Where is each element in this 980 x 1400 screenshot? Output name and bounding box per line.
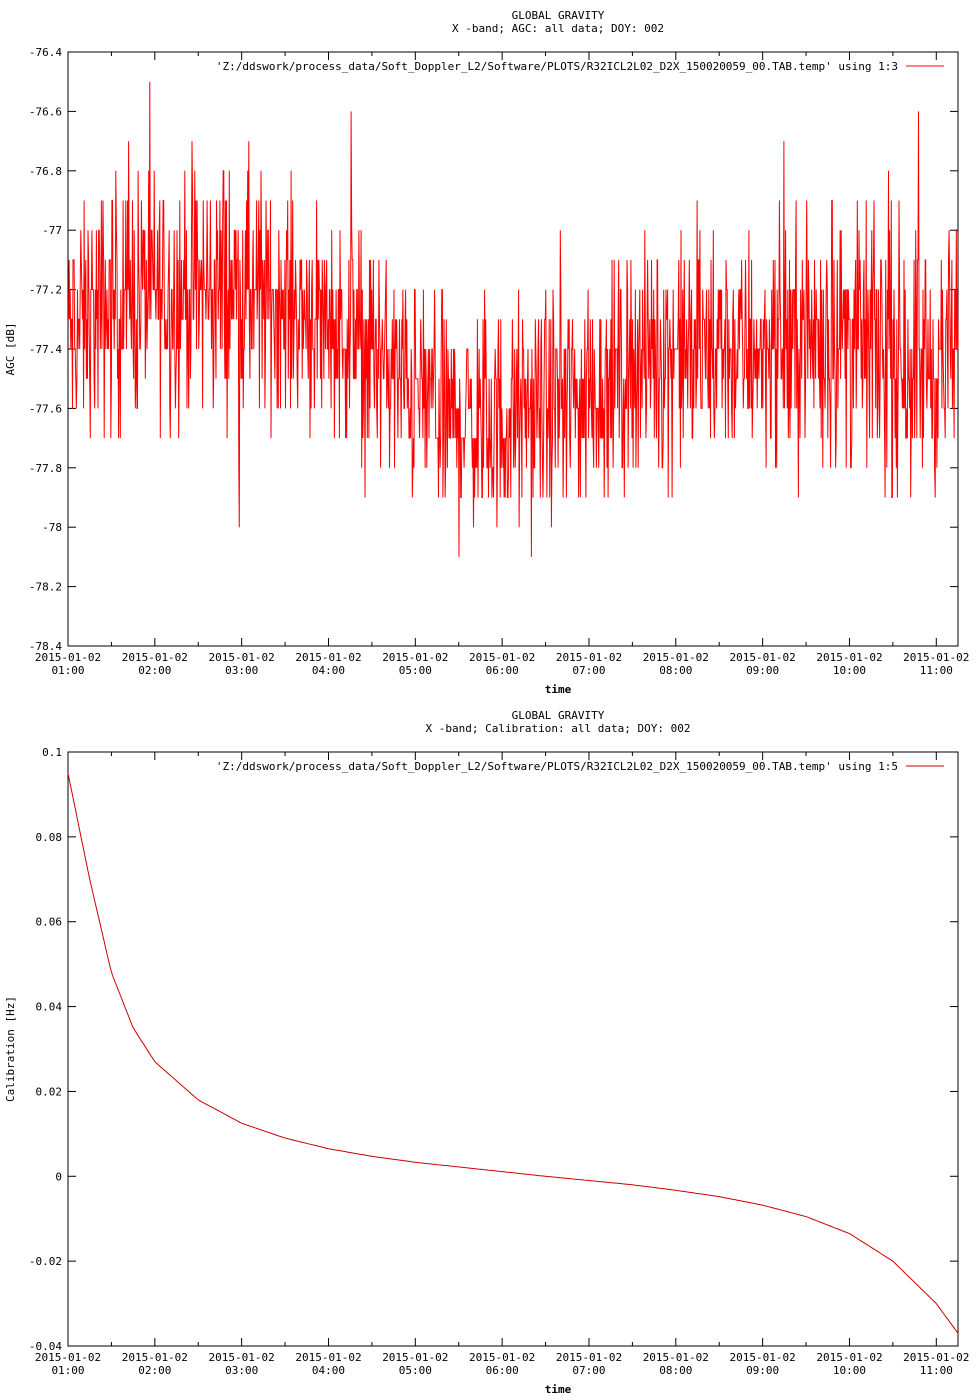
y-tick-label: -0.04 xyxy=(29,1340,62,1353)
x-tick-date-label: 2015-01-02 xyxy=(122,651,188,664)
x-tick-date-label: 2015-01-02 xyxy=(35,1351,101,1364)
x-tick-date-label: 2015-01-02 xyxy=(556,1351,622,1364)
x-axis-label: time xyxy=(545,1383,572,1396)
y-tick-label: 0.02 xyxy=(36,1085,63,1098)
y-tick-label: 0.08 xyxy=(36,831,63,844)
series-line xyxy=(68,81,959,557)
x-tick-time-label: 02:00 xyxy=(138,664,171,677)
x-tick-time-label: 10:00 xyxy=(833,664,866,677)
chart-subtitle: X -band; AGC: all data; DOY: 002 xyxy=(452,22,664,35)
x-axis-label: time xyxy=(545,683,572,696)
x-tick-time-label: 08:00 xyxy=(659,664,692,677)
x-tick-date-label: 2015-01-02 xyxy=(382,651,448,664)
y-tick-label: -78 xyxy=(42,521,62,534)
chart-subtitle: X -band; Calibration: all data; DOY: 002 xyxy=(426,722,691,735)
x-tick-date-label: 2015-01-02 xyxy=(730,651,796,664)
x-tick-date-label: 2015-01-02 xyxy=(382,1351,448,1364)
x-tick-time-label: 09:00 xyxy=(746,664,779,677)
y-tick-label: -77 xyxy=(42,224,62,237)
x-tick-date-label: 2015-01-02 xyxy=(35,651,101,664)
x-tick-date-label: 2015-01-02 xyxy=(816,1351,882,1364)
x-tick-date-label: 2015-01-02 xyxy=(122,1351,188,1364)
x-tick-date-label: 2015-01-02 xyxy=(209,1351,275,1364)
x-tick-date-label: 2015-01-02 xyxy=(643,1351,709,1364)
x-tick-date-label: 2015-01-02 xyxy=(295,1351,361,1364)
y-tick-label: -77.2 xyxy=(29,284,62,297)
x-tick-time-label: 03:00 xyxy=(225,1364,258,1377)
y-tick-label: -76.8 xyxy=(29,165,62,178)
x-tick-date-label: 2015-01-02 xyxy=(903,1351,969,1364)
x-tick-time-label: 01:00 xyxy=(51,664,84,677)
x-tick-date-label: 2015-01-02 xyxy=(469,1351,535,1364)
y-tick-label: 0.04 xyxy=(36,1001,63,1014)
x-tick-time-label: 10:00 xyxy=(833,1364,866,1377)
chart-title: GLOBAL GRAVITY xyxy=(512,9,605,22)
x-tick-time-label: 09:00 xyxy=(746,1364,779,1377)
y-axis-label: AGC [dB] xyxy=(4,323,17,376)
y-axis-label: Calibration [Hz] xyxy=(4,996,17,1102)
x-tick-time-label: 07:00 xyxy=(572,664,605,677)
y-tick-label: 0.06 xyxy=(36,916,63,929)
x-tick-date-label: 2015-01-02 xyxy=(730,1351,796,1364)
x-tick-time-label: 01:00 xyxy=(51,1364,84,1377)
legend-label: 'Z:/ddswork/process_data/Soft_Doppler_L2… xyxy=(216,760,898,773)
x-tick-date-label: 2015-01-02 xyxy=(469,651,535,664)
x-tick-time-label: 05:00 xyxy=(399,664,432,677)
legend-label: 'Z:/ddswork/process_data/Soft_Doppler_L2… xyxy=(216,60,898,73)
y-tick-label: -76.6 xyxy=(29,105,62,118)
x-tick-date-label: 2015-01-02 xyxy=(903,651,969,664)
x-tick-time-label: 11:00 xyxy=(920,1364,953,1377)
y-tick-label: -77.6 xyxy=(29,402,62,415)
series-line xyxy=(67,773,959,1334)
y-tick-label: -77.4 xyxy=(29,343,62,356)
x-tick-time-label: 04:00 xyxy=(312,664,345,677)
x-tick-time-label: 06:00 xyxy=(486,1364,519,1377)
x-tick-time-label: 04:00 xyxy=(312,1364,345,1377)
x-tick-time-label: 11:00 xyxy=(920,664,953,677)
chart-title: GLOBAL GRAVITY xyxy=(512,709,605,722)
y-tick-label: -78.4 xyxy=(29,640,62,653)
y-tick-label: 0.1 xyxy=(42,746,62,759)
y-tick-label: 0 xyxy=(55,1170,62,1183)
x-tick-date-label: 2015-01-02 xyxy=(816,651,882,664)
y-tick-label: -78.2 xyxy=(29,581,62,594)
y-tick-label: -76.4 xyxy=(29,46,62,59)
x-tick-time-label: 08:00 xyxy=(659,1364,692,1377)
x-tick-time-label: 02:00 xyxy=(138,1364,171,1377)
plot-frame xyxy=(67,751,959,1347)
x-tick-date-label: 2015-01-02 xyxy=(643,651,709,664)
x-tick-time-label: 07:00 xyxy=(572,1364,605,1377)
x-tick-date-label: 2015-01-02 xyxy=(295,651,361,664)
x-tick-date-label: 2015-01-02 xyxy=(209,651,275,664)
y-tick-label: -0.02 xyxy=(29,1255,62,1268)
x-tick-time-label: 06:00 xyxy=(486,664,519,677)
y-tick-label: -77.8 xyxy=(29,462,62,475)
x-tick-time-label: 03:00 xyxy=(225,664,258,677)
x-tick-time-label: 05:00 xyxy=(399,1364,432,1377)
x-tick-date-label: 2015-01-02 xyxy=(556,651,622,664)
